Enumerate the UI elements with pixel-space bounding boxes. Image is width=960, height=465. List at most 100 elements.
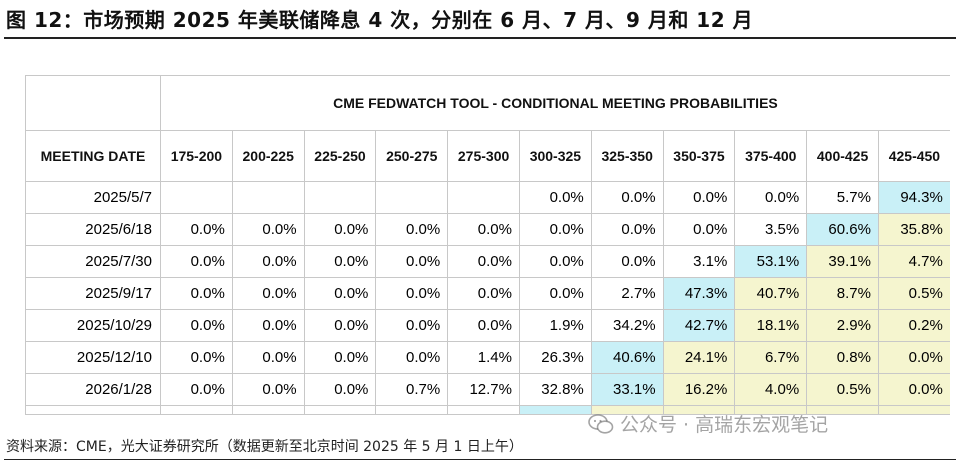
- probability-cell: [375, 181, 449, 214]
- probability-cell: 0.0%: [590, 213, 664, 246]
- meeting-date-cell: 2025/5/7: [25, 181, 161, 214]
- source-note: 资料来源：CME，光大证券研究所（数据更新至北京时间 2025 年 5 月 1 …: [6, 439, 523, 455]
- probability-cell: 33.1%: [590, 373, 664, 406]
- column-header-375-400: 375-400: [734, 130, 808, 182]
- probability-cell: 0.0%: [662, 181, 736, 214]
- probability-cell: 0.0%: [231, 245, 305, 278]
- probability-cell: 3.5%: [734, 213, 808, 246]
- fedwatch-table: CME FEDWATCH TOOL - CONDITIONAL MEETING …: [25, 75, 950, 415]
- probability-cell: 0.0%: [447, 277, 520, 310]
- probability-cell: 18.1%: [734, 309, 808, 342]
- table-row-cutoff: [25, 405, 950, 415]
- probability-cell: 0.0%: [160, 341, 233, 374]
- probability-cell: 0.2%: [877, 309, 950, 342]
- table-row: 2025/5/7 0.0% 0.0% 0.0% 0.0% 5.7% 94.3%: [25, 181, 950, 214]
- probability-cell: 1.4%: [447, 341, 520, 374]
- cutoff-cell: [447, 405, 520, 415]
- probability-cell: 0.0%: [375, 245, 449, 278]
- probability-cell: [160, 181, 233, 214]
- cutoff-cell: [231, 405, 305, 415]
- probability-cell: 4.7%: [877, 245, 950, 278]
- meeting-date-cell: 2025/12/10: [25, 341, 161, 374]
- probability-cell: 0.0%: [160, 373, 233, 406]
- column-header-row: MEETING DATE 175-200 200-225 225-250 250-27…: [25, 130, 950, 182]
- probability-cell: 0.0%: [160, 245, 233, 278]
- probability-cell: 0.0%: [375, 213, 449, 246]
- column-header-225-250: 225-250: [303, 130, 377, 182]
- column-header-425-450: 425-450: [877, 130, 950, 182]
- probability-cell: 5.7%: [806, 181, 879, 214]
- figure-title: 图 12：市场预期 2025 年美联储降息 4 次，分别在 6 月、7 月、9 …: [6, 8, 754, 32]
- probability-cell: 34.2%: [590, 309, 664, 342]
- cutoff-cell: [375, 405, 449, 415]
- probability-cell: 0.0%: [231, 373, 305, 406]
- probability-cell: 0.0%: [734, 181, 808, 214]
- probability-cell: 0.0%: [447, 213, 520, 246]
- probability-cell: 40.7%: [734, 277, 808, 310]
- probability-cell: 0.0%: [303, 277, 377, 310]
- cutoff-cell: [160, 405, 233, 415]
- probability-cell: [231, 181, 305, 214]
- probability-cell: 0.0%: [662, 213, 736, 246]
- column-header-350-375: 350-375: [662, 130, 736, 182]
- probability-cell: 32.8%: [518, 373, 592, 406]
- bottom-rule: [4, 459, 956, 460]
- probability-cell: 0.0%: [231, 341, 305, 374]
- probability-cell: 0.0%: [518, 277, 592, 310]
- probability-cell: 24.1%: [662, 341, 736, 374]
- table-row: 2025/7/30 0.0% 0.0% 0.0% 0.0% 0.0% 0.0% 0.0% 3.1…: [25, 245, 950, 278]
- table-row: 2025/10/29 0.0% 0.0% 0.0% 0.0% 0.0% 1.9% 34.2% 4…: [25, 309, 950, 342]
- probability-cell: 0.0%: [231, 309, 305, 342]
- probability-cell: 0.0%: [375, 341, 449, 374]
- wechat-icon: [588, 413, 614, 434]
- meeting-date-cell: 2025/7/30: [25, 245, 161, 278]
- cutoff-cell: [303, 405, 377, 415]
- probability-cell: 0.0%: [303, 373, 377, 406]
- table-row: 2025/6/18 0.0% 0.0% 0.0% 0.0% 0.0% 0.0% 0.0% 0.0…: [25, 213, 950, 246]
- probability-cell: 60.6%: [806, 213, 879, 246]
- meeting-date-header: MEETING DATE: [25, 130, 161, 182]
- probability-cell: 6.7%: [734, 341, 808, 374]
- probability-cell: 0.0%: [303, 245, 377, 278]
- probability-cell: 2.9%: [806, 309, 879, 342]
- probability-cell: 0.0%: [160, 309, 233, 342]
- probability-cell: 47.3%: [662, 277, 736, 310]
- probability-cell: 0.0%: [231, 213, 305, 246]
- probability-cell: 2.7%: [590, 277, 664, 310]
- probability-cell: 40.6%: [590, 341, 664, 374]
- meeting-date-cell: 2025/9/17: [25, 277, 161, 310]
- probability-cell: 42.7%: [662, 309, 736, 342]
- column-header-175-200: 175-200: [160, 130, 233, 182]
- probability-cell: 0.0%: [303, 309, 377, 342]
- probability-cell: 0.0%: [375, 277, 449, 310]
- table-row: 2025/12/10 0.0% 0.0% 0.0% 0.0% 1.4% 26.3% 40.6%…: [25, 341, 950, 374]
- watermark-text: 公众号 · 高瑞东宏观笔记: [620, 414, 829, 436]
- probability-cell: 0.0%: [303, 341, 377, 374]
- probability-cell: 8.7%: [806, 277, 879, 310]
- probability-cell: 0.0%: [518, 181, 592, 214]
- probability-cell: 0.5%: [806, 373, 879, 406]
- column-header-200-225: 200-225: [231, 130, 305, 182]
- probability-cell: 35.8%: [877, 213, 950, 246]
- probability-cell: 26.3%: [518, 341, 592, 374]
- meeting-date-cell: 2025/10/29: [25, 309, 161, 342]
- probability-cell: 0.0%: [375, 309, 449, 342]
- title-rule: [4, 37, 956, 39]
- probability-cell: 1.9%: [518, 309, 592, 342]
- table-title: CME FEDWATCH TOOL - CONDITIONAL MEETING …: [160, 75, 950, 131]
- probability-cell: 0.5%: [877, 277, 950, 310]
- probability-cell: [303, 181, 377, 214]
- probability-cell: 0.0%: [877, 341, 950, 374]
- probability-cell: 0.0%: [447, 245, 520, 278]
- probability-cell: 53.1%: [734, 245, 808, 278]
- probability-cell: 12.7%: [447, 373, 520, 406]
- probability-cell: 39.1%: [806, 245, 879, 278]
- meeting-date-cell: 2025/6/18: [25, 213, 161, 246]
- column-header-250-275: 250-275: [375, 130, 449, 182]
- column-header-325-350: 325-350: [590, 130, 664, 182]
- probability-cell: 0.0%: [590, 245, 664, 278]
- probability-cell: [447, 181, 520, 214]
- probability-cell: 3.1%: [662, 245, 736, 278]
- column-header-400-425: 400-425: [806, 130, 879, 182]
- probability-cell: 0.0%: [160, 213, 233, 246]
